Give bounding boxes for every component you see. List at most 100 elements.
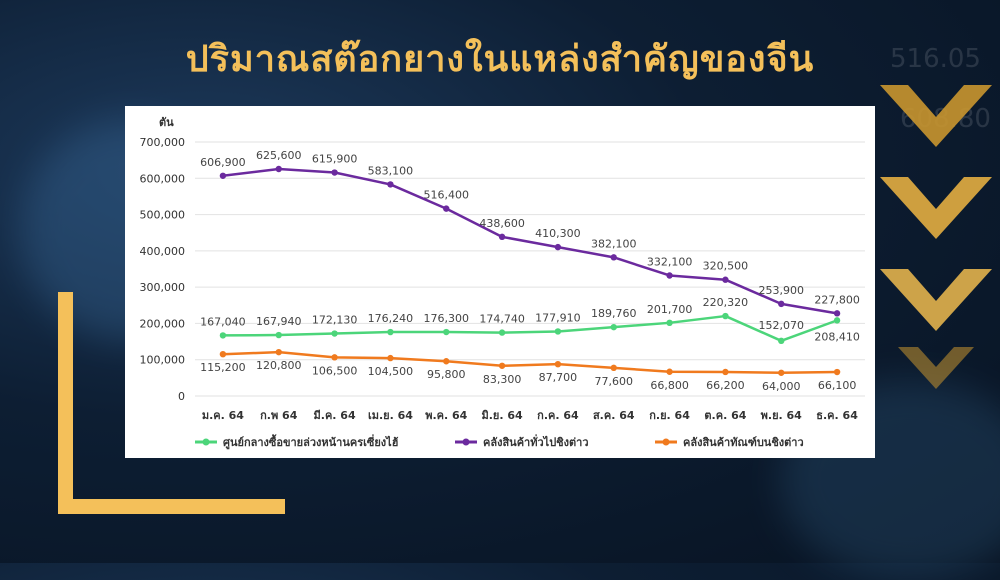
- data-label: 516,400: [424, 189, 470, 202]
- data-point: [498, 233, 506, 241]
- slide-title: ปริมาณสต๊อกยางในแหล่งสำคัญของจีน: [185, 39, 815, 80]
- data-point: [778, 337, 785, 345]
- x-tick-label: มิ.ย. 64: [481, 409, 523, 422]
- data-point: [554, 328, 562, 335]
- data-point: [331, 330, 338, 337]
- data-label: 95,800: [427, 368, 466, 381]
- data-point: [219, 172, 227, 179]
- x-tick-label: ต.ค. 64: [704, 409, 746, 422]
- series-line: [222, 350, 838, 375]
- x-tick-label: เม.ย. 64: [368, 409, 413, 422]
- data-label: 120,800: [256, 359, 302, 372]
- data-label: 66,800: [650, 379, 689, 392]
- x-tick-label: พ.ย. 64: [761, 409, 803, 422]
- y-tick-label: 300,000: [140, 281, 186, 294]
- decorative-bracket: [58, 499, 285, 514]
- data-label: 104,500: [368, 365, 414, 378]
- data-label: 115,200: [200, 361, 246, 374]
- data-label: 87,700: [539, 371, 578, 384]
- data-label: 625,600: [256, 149, 302, 162]
- data-point: [833, 310, 841, 317]
- data-label: 438,600: [479, 217, 525, 230]
- data-label: 220,320: [703, 296, 749, 309]
- data-label: 227,800: [814, 293, 860, 306]
- data-label: 189,760: [591, 307, 637, 320]
- data-point: [610, 254, 617, 261]
- x-tick-label: ส.ค. 64: [593, 409, 635, 422]
- data-label: 320,500: [703, 260, 749, 273]
- data-label: 615,900: [312, 153, 358, 166]
- data-point: [554, 243, 562, 251]
- legend-marker: [462, 438, 470, 446]
- data-point: [722, 368, 729, 376]
- y-tick-label: 500,000: [140, 209, 186, 222]
- data-point: [833, 317, 841, 324]
- data-point: [387, 354, 394, 362]
- data-point: [275, 348, 282, 356]
- data-label: 66,100: [818, 379, 857, 392]
- data-label: 64,000: [762, 380, 801, 393]
- legend-marker: [202, 438, 210, 446]
- data-point: [778, 300, 785, 308]
- data-label: 167,040: [200, 315, 246, 328]
- x-tick-label: ก.พ 64: [260, 409, 298, 422]
- data-label: 66,200: [706, 379, 745, 392]
- legend-entry: คลังสินค้าทัณฑ์บนชิงต่าว: [683, 436, 804, 449]
- legend-marker: [662, 438, 670, 446]
- data-point: [833, 368, 841, 376]
- chart-panel: ตัน 0 100,000 200,000 300,000 400,000 500,000 6…: [125, 106, 875, 458]
- series-line: [222, 314, 838, 343]
- data-point: [275, 331, 282, 339]
- data-label: 106,500: [312, 364, 358, 377]
- data-point: [219, 350, 227, 358]
- y-tick-label: 100,000: [140, 354, 186, 367]
- data-point: [443, 358, 450, 365]
- data-point: [610, 323, 617, 331]
- y-tick-label: 600,000: [140, 172, 186, 185]
- data-point: [331, 169, 338, 176]
- data-label: 174,740: [479, 313, 525, 326]
- data-label: 177,910: [535, 311, 581, 324]
- legend-entry: คลังสินค้าทั่วไปชิงต่าว: [483, 434, 589, 449]
- data-label: 208,410: [814, 330, 860, 343]
- x-tick-label: ธ.ค. 64: [816, 409, 858, 422]
- data-label: 152,070: [759, 319, 805, 332]
- data-point: [275, 165, 282, 173]
- data-label: 176,300: [424, 312, 470, 325]
- data-point: [610, 364, 617, 372]
- legend-entry: ศูนย์กลางซื้อขายล่วงหน้านครเซี่ยงไฮ้: [223, 434, 399, 450]
- x-tick-label: พ.ค. 64: [425, 409, 467, 422]
- data-point: [443, 328, 450, 336]
- line-chart: ตัน 0 100,000 200,000 300,000 400,000 500,000 6…: [140, 116, 865, 450]
- data-point: [666, 368, 673, 375]
- y-tick-label: 400,000: [140, 245, 186, 258]
- data-point: [219, 332, 227, 339]
- y-tick-label: 0: [178, 390, 185, 403]
- data-label: 167,940: [256, 315, 302, 328]
- y-tick-label: 700,000: [140, 136, 186, 149]
- data-label: 410,300: [535, 227, 581, 240]
- data-point: [331, 354, 338, 361]
- x-tick-label: มี.ค. 64: [314, 409, 356, 422]
- data-label: 176,240: [368, 312, 414, 325]
- chevron-down-icon: [880, 85, 992, 389]
- x-tick-label: ม.ค. 64: [202, 409, 244, 422]
- data-label: 83,300: [483, 373, 522, 386]
- data-point: [778, 369, 785, 376]
- data-label: 172,130: [312, 314, 358, 327]
- background-ticker: 516.05: [890, 44, 981, 74]
- data-label: 201,700: [647, 303, 693, 316]
- data-label: 332,100: [647, 255, 693, 268]
- data-label: 382,100: [591, 237, 637, 250]
- data-point: [722, 276, 729, 283]
- x-tick-label: ก.ย. 64: [649, 409, 690, 422]
- data-label: 606,900: [200, 156, 246, 169]
- data-point: [443, 205, 450, 212]
- x-tick-label: ก.ค. 64: [537, 409, 579, 422]
- data-point: [666, 272, 673, 279]
- data-point: [666, 319, 673, 327]
- data-point: [498, 329, 506, 336]
- data-label: 253,900: [759, 284, 805, 297]
- data-label: 77,600: [595, 375, 634, 388]
- decorative-bracket: [58, 292, 73, 514]
